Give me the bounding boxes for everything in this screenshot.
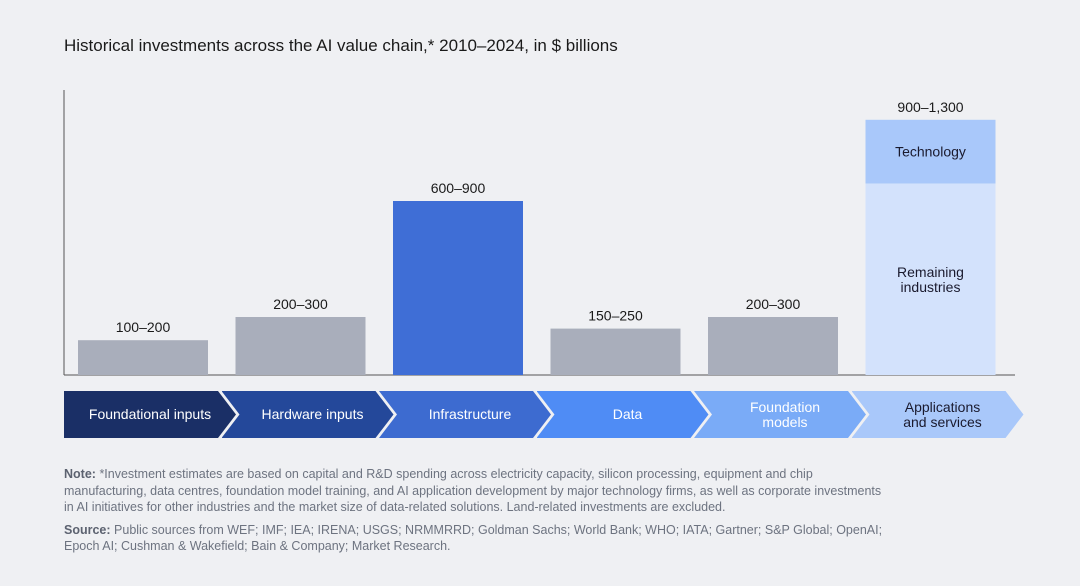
category-label: Foundational inputs	[88, 406, 212, 422]
bar-value-label: 150–250	[588, 308, 643, 324]
segment-label: Remaining	[897, 264, 964, 280]
category-label: Data	[612, 406, 643, 422]
chevron-foundation-models: Foundation models	[694, 391, 866, 438]
bar-value-label: 600–900	[431, 180, 486, 196]
footnotes: Note: *Investment estimates are based on…	[64, 466, 884, 561]
category-label: Foundation models	[749, 398, 821, 430]
category-label: Infrastructure	[428, 406, 512, 422]
segment-label: industries	[901, 279, 961, 295]
category-label: Applications and services	[903, 398, 982, 430]
source-label: Source:	[64, 522, 111, 537]
bar-chart: 100–200 200–300 600–900 150–250 200–300 Techn…	[63, 90, 1015, 376]
bar	[708, 317, 838, 375]
chevron-data: Data	[536, 391, 709, 438]
category-label: Hardware inputs	[261, 406, 364, 422]
note-text: *Investment estimates are based on capit…	[64, 467, 882, 514]
segment-label: Technology	[895, 144, 966, 160]
bar-segment-remaining-industries	[865, 183, 996, 375]
chevron-applications-and-services: Applications and services	[851, 391, 1024, 438]
bar	[393, 201, 523, 375]
bar-value-label: 900–1,300	[897, 99, 963, 115]
bar-value-label: 200–300	[746, 296, 801, 312]
bar-value-label: 200–300	[273, 296, 328, 312]
source-text: Public sources from WEF; IMF; IEA; IRENA…	[64, 522, 883, 554]
bar	[235, 317, 366, 375]
bar	[78, 340, 208, 375]
chart-title: Historical investments across the AI val…	[64, 36, 618, 55]
bar	[550, 328, 681, 375]
bar-value-label: 100–200	[116, 319, 171, 335]
chevron-foundational-inputs: Foundational inputs	[64, 391, 236, 438]
chevron-infrastructure: Infrastructure	[379, 391, 551, 438]
note-label: Note:	[64, 467, 96, 481]
bar-segment-technology	[865, 119, 996, 184]
chevron-hardware-inputs: Hardware inputs	[221, 391, 394, 438]
